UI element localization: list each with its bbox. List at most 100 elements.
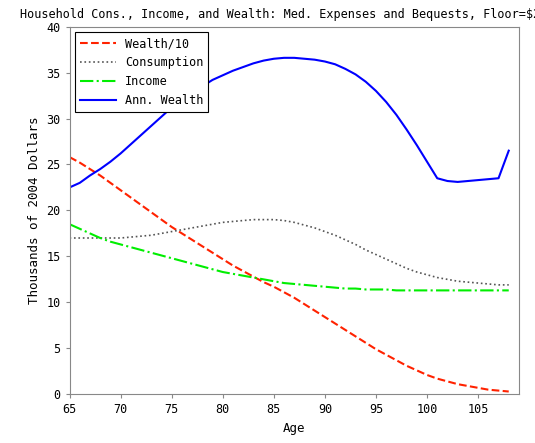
Income <box>209 267 216 272</box>
Consumption <box>117 235 124 241</box>
Consumption <box>373 252 379 257</box>
Income <box>148 250 155 255</box>
Consumption <box>403 266 410 271</box>
Consumption <box>424 272 430 277</box>
Wealth/10 <box>66 155 73 160</box>
Wealth/10 <box>107 180 113 186</box>
Income <box>261 277 267 282</box>
Ann. Wealth <box>414 143 420 148</box>
Ann. Wealth <box>495 175 502 181</box>
Ann. Wealth <box>383 99 389 105</box>
Title: Household Cons., Income, and Wealth: Med. Expenses and Bequests, Floor=$2,000: Household Cons., Income, and Wealth: Med… <box>20 8 535 21</box>
Income <box>342 286 348 291</box>
Income <box>373 287 379 292</box>
Wealth/10 <box>97 173 103 178</box>
Consumption <box>475 280 482 286</box>
Y-axis label: Thousands of 2004 Dollars: Thousands of 2004 Dollars <box>28 117 41 304</box>
Ann. Wealth <box>219 73 226 78</box>
Consumption <box>199 223 205 229</box>
Consumption <box>128 234 134 240</box>
Consumption <box>393 261 400 266</box>
Ann. Wealth <box>444 179 450 184</box>
Consumption <box>189 225 195 230</box>
Ann. Wealth <box>485 176 492 182</box>
Ann. Wealth <box>353 72 359 77</box>
Income <box>240 273 247 278</box>
Ann. Wealth <box>189 90 195 95</box>
Income <box>414 288 420 293</box>
Ann. Wealth <box>403 127 410 132</box>
Income <box>332 285 338 290</box>
Ann. Wealth <box>393 112 400 117</box>
Ann. Wealth <box>322 59 328 64</box>
Ann. Wealth <box>301 56 308 62</box>
Wealth/10 <box>250 274 257 279</box>
Line: Ann. Wealth: Ann. Wealth <box>70 58 509 187</box>
Wealth/10 <box>353 334 359 339</box>
Consumption <box>250 217 257 222</box>
Income <box>301 282 308 288</box>
Wealth/10 <box>169 224 175 229</box>
Consumption <box>311 225 318 230</box>
Wealth/10 <box>148 210 155 215</box>
Income <box>383 287 389 292</box>
Ann. Wealth <box>97 167 103 172</box>
Ann. Wealth <box>311 57 318 62</box>
Wealth/10 <box>322 315 328 320</box>
Income <box>403 288 410 293</box>
Ann. Wealth <box>261 58 267 63</box>
Consumption <box>301 222 308 228</box>
Ann. Wealth <box>454 179 461 185</box>
X-axis label: Age: Age <box>283 422 305 435</box>
Ann. Wealth <box>179 97 185 103</box>
Wealth/10 <box>179 231 185 236</box>
Income <box>444 288 450 293</box>
Wealth/10 <box>506 389 512 394</box>
Wealth/10 <box>230 263 236 268</box>
Ann. Wealth <box>332 62 338 67</box>
Income <box>230 271 236 276</box>
Income <box>128 245 134 250</box>
Consumption <box>485 281 492 287</box>
Consumption <box>332 233 338 238</box>
Income <box>250 275 257 280</box>
Wealth/10 <box>485 387 492 392</box>
Line: Income: Income <box>70 224 509 291</box>
Ann. Wealth <box>87 173 93 178</box>
Income <box>179 258 185 264</box>
Wealth/10 <box>454 381 461 387</box>
Consumption <box>342 237 348 242</box>
Ann. Wealth <box>128 142 134 147</box>
Ann. Wealth <box>77 180 83 186</box>
Income <box>311 283 318 288</box>
Income <box>454 288 461 293</box>
Legend: Wealth/10, Consumption, Income, Ann. Wealth: Wealth/10, Consumption, Income, Ann. Wea… <box>75 32 208 112</box>
Income <box>322 284 328 289</box>
Wealth/10 <box>444 379 450 384</box>
Wealth/10 <box>138 202 144 208</box>
Wealth/10 <box>403 363 410 369</box>
Income <box>66 222 73 227</box>
Ann. Wealth <box>148 123 155 128</box>
Ann. Wealth <box>475 178 482 183</box>
Wealth/10 <box>342 327 348 333</box>
Ann. Wealth <box>363 79 369 84</box>
Wealth/10 <box>77 160 83 165</box>
Consumption <box>66 235 73 241</box>
Wealth/10 <box>393 358 400 363</box>
Consumption <box>87 235 93 241</box>
Consumption <box>240 218 247 223</box>
Consumption <box>506 282 512 288</box>
Ann. Wealth <box>107 159 113 164</box>
Line: Consumption: Consumption <box>70 220 509 285</box>
Consumption <box>281 218 287 223</box>
Income <box>158 253 165 258</box>
Ann. Wealth <box>199 84 205 89</box>
Wealth/10 <box>219 256 226 262</box>
Ann. Wealth <box>250 61 257 66</box>
Ann. Wealth <box>158 114 165 119</box>
Ann. Wealth <box>465 179 471 184</box>
Wealth/10 <box>199 244 205 249</box>
Income <box>117 242 124 247</box>
Consumption <box>291 220 297 225</box>
